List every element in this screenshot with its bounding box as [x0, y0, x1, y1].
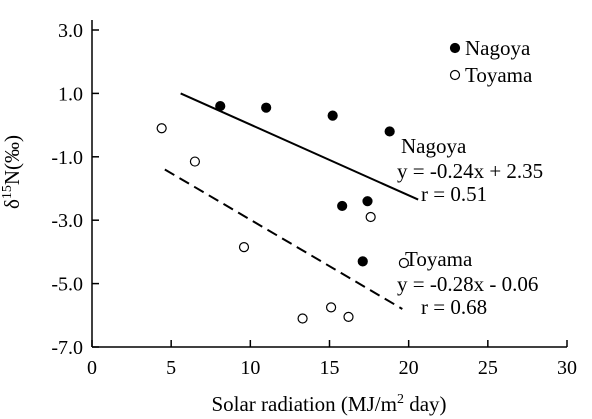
toyama-point	[238, 242, 250, 253]
y-tick-label: 3.0	[58, 20, 83, 42]
y-tick-label: 1.0	[58, 83, 83, 105]
nagoya-annotation-r: r = 0.51	[421, 182, 487, 206]
y-ticks: 3.0 1.0 -1.0 -3.0 -5.0 -7.0	[51, 20, 99, 359]
nagoya-point	[261, 102, 272, 113]
x-tick-label: 15	[320, 357, 340, 379]
toyama-point	[343, 311, 354, 322]
x-tick-label: 5	[166, 357, 176, 379]
x-tick-label: 30	[557, 357, 577, 379]
x-ticks: 0 5 10 15 20 25 30	[87, 340, 577, 379]
y-tick-label: -3.0	[51, 210, 83, 232]
toyama-point	[156, 123, 167, 134]
fit-lines	[164, 92, 419, 310]
x-tick-label: 25	[478, 357, 498, 379]
y-tick-label: -1.0	[51, 147, 83, 169]
nagoya-point	[357, 256, 368, 267]
nagoya-annotation-equation: y = -0.24x + 2.35	[397, 159, 543, 183]
legend-label-nagoya: Nagoya	[465, 36, 531, 60]
toyama-point	[365, 211, 376, 223]
x-tick-label: 0	[87, 357, 97, 379]
nagoya-annotation: Nagoya y = -0.24x + 2.35 r = 0.51	[397, 134, 543, 206]
y-axis-title: δ15N(‰)	[0, 135, 24, 209]
x-tick-label: 20	[399, 357, 419, 379]
legend-marker-toyama	[449, 69, 461, 81]
y-tick-label: -7.0	[51, 337, 83, 359]
legend: Nagoya Toyama	[449, 36, 533, 87]
nagoya-fit-line	[180, 92, 419, 201]
legend-label-toyama: Toyama	[465, 63, 533, 87]
toyama-point	[325, 302, 337, 313]
nagoya-point	[215, 100, 226, 112]
toyama-point	[189, 156, 201, 167]
toyama-annotation-r: r = 0.68	[421, 295, 487, 319]
nagoya-point	[327, 110, 338, 121]
toyama-annotation-title: Toyama	[405, 247, 473, 271]
toyama-annotation-equation: y = -0.28x - 0.06	[397, 272, 538, 296]
toyama-point	[297, 313, 308, 324]
nagoya-point	[337, 200, 348, 212]
toyama-fit-line	[164, 168, 403, 310]
nagoya-point	[362, 196, 373, 207]
legend-marker-nagoya	[449, 42, 461, 54]
x-axis-title: Solar radiation (MJ/m2 day)	[211, 392, 446, 416]
toyama-point	[398, 257, 410, 269]
data-points	[156, 100, 410, 324]
nagoya-point	[384, 126, 395, 137]
x-tick-label: 10	[240, 357, 260, 379]
y-tick-label: -5.0	[51, 274, 83, 296]
nagoya-annotation-title: Nagoya	[401, 134, 467, 158]
toyama-annotation: Toyama y = -0.28x - 0.06 r = 0.68	[397, 247, 538, 319]
